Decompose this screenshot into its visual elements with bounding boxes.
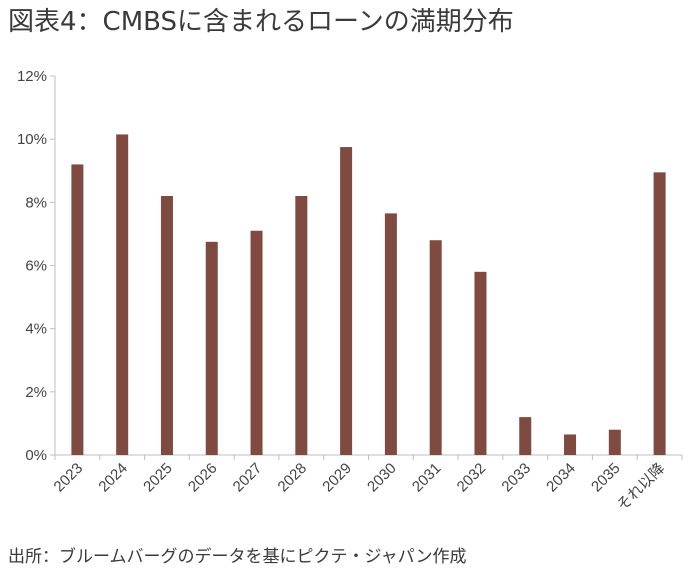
y-tick-label: 4% [25,321,47,338]
source-note: 出所：ブルームバーグのデータを基にピクテ・ジャパン作成 [8,547,467,567]
x-tick-label: それ以降 [614,460,668,514]
x-tick-label: 2030 [364,460,400,496]
x-tick-label: 2026 [185,460,221,496]
y-tick-label: 12% [17,68,47,85]
x-tick-label: 2028 [275,460,311,496]
x-tick-label: 2024 [95,460,131,496]
bar-2028 [295,196,308,455]
x-tick-label: 2023 [51,460,87,496]
y-axis-ticks: 0% 2% 4% 6% 8% 10% 12% [17,68,55,464]
y-tick-label: 2% [25,384,47,401]
chart-title: 図表4：CMBSに含まれるローンの満期分布 [8,7,514,37]
bar-2029 [340,147,353,455]
bar-2033 [519,417,532,455]
x-tick-label: 2029 [319,460,355,496]
x-tick-label: 2032 [454,460,490,496]
y-tick-label: 6% [25,258,47,275]
bar-2034 [564,434,577,455]
y-tick-label: 0% [25,447,47,464]
x-tick-label: 2025 [140,460,176,496]
bar-2032 [474,271,487,455]
x-tick-label: 2034 [543,460,579,496]
y-tick-label: 8% [25,194,47,211]
y-tick-label: 10% [17,131,47,148]
bars [71,134,666,455]
bar-2024 [116,134,129,455]
bar-2025 [160,196,173,455]
x-tick-label: 2031 [409,460,445,496]
bar-2031 [429,240,442,455]
bar-2027 [250,230,263,455]
x-tick-label: 2035 [588,460,624,496]
bar-2035 [608,429,621,455]
bar-2030 [384,213,397,455]
x-tick-label: 2033 [498,460,534,496]
bar-2023 [71,164,84,455]
bar-それ以降 [653,172,666,455]
x-tick-label: 2027 [230,460,266,496]
bar-2026 [205,241,218,455]
x-axis-ticks: 2023 2024 2025 2026 2027 2028 2029 2030 2031 2032… [51,455,683,514]
